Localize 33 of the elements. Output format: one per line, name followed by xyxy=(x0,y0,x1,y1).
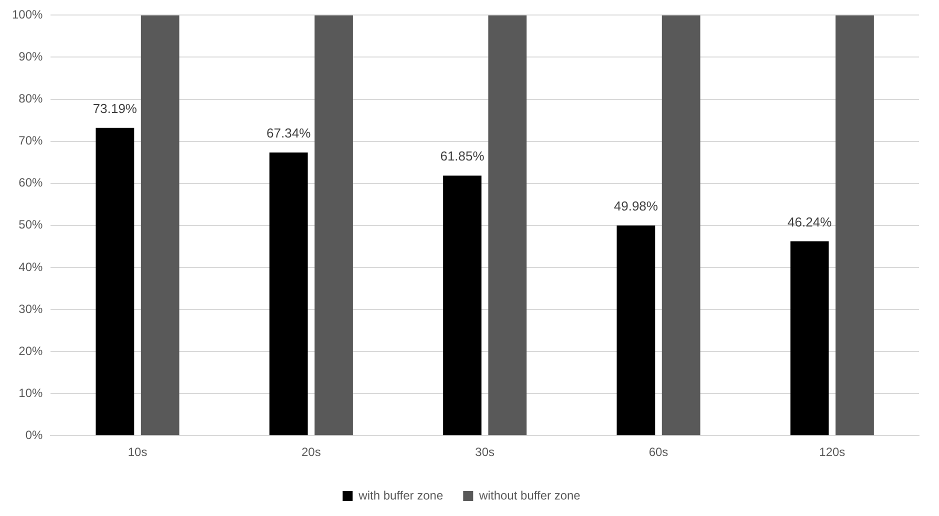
y-tick-label: 60% xyxy=(18,176,44,190)
bar xyxy=(488,15,527,436)
y-tick-label: 80% xyxy=(18,92,44,106)
x-tick-label: 120s xyxy=(819,445,846,460)
bar xyxy=(836,15,874,436)
data-label: 67.34% xyxy=(266,126,312,141)
bar xyxy=(662,15,700,436)
y-tick-label: 40% xyxy=(18,260,44,274)
y-tick-label: 10% xyxy=(18,386,44,400)
legend-label: without buffer zone xyxy=(478,488,581,502)
x-tick-label: 20s xyxy=(302,445,321,460)
bar xyxy=(96,128,134,436)
bar xyxy=(616,225,656,436)
y-tick-label: 70% xyxy=(18,134,44,148)
y-tick-label: 100% xyxy=(12,8,44,22)
y-tick-label: 30% xyxy=(18,302,44,316)
data-label: 49.98% xyxy=(614,198,658,214)
data-label: 46.24% xyxy=(788,214,832,230)
y-tick-label: 50% xyxy=(18,218,44,232)
bar xyxy=(140,15,180,436)
bar xyxy=(443,176,482,436)
bar xyxy=(790,241,829,436)
y-tick-label: 20% xyxy=(18,344,44,358)
bar xyxy=(269,152,308,436)
x-tick-label: 60s xyxy=(648,445,668,460)
y-tick-label: 90% xyxy=(18,50,44,64)
x-tick-label: 10s xyxy=(128,445,148,460)
data-label: 61.85% xyxy=(440,148,485,164)
y-tick-label: 0% xyxy=(25,428,44,442)
bar xyxy=(314,15,353,436)
x-tick-label: 30s xyxy=(475,445,495,460)
legend-label: with buffer zone xyxy=(358,488,444,502)
data-label: 73.19% xyxy=(92,100,138,116)
